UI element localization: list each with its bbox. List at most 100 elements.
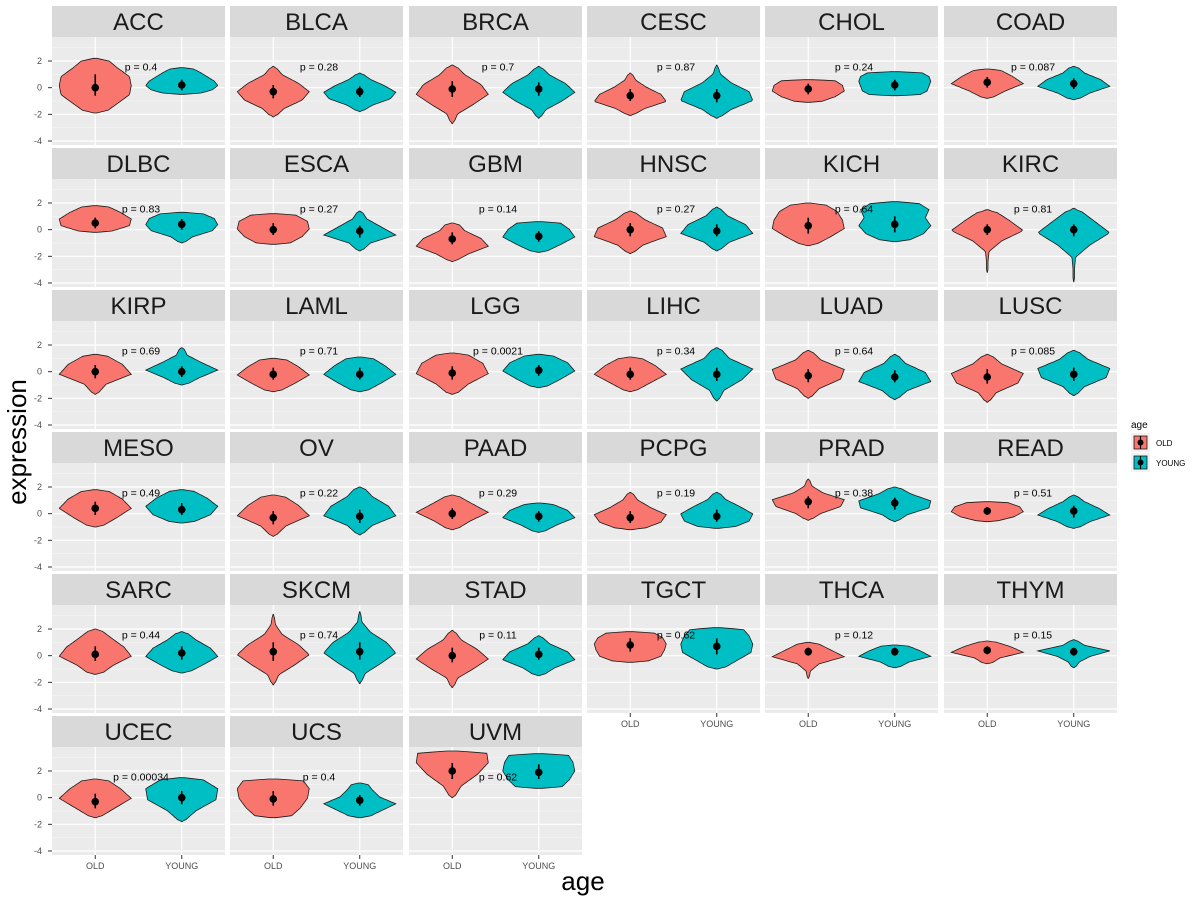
- y-tick-label: -2: [34, 393, 42, 403]
- y-tick-label: 0: [37, 225, 42, 235]
- p-value-label: p = 0.0021: [473, 345, 523, 357]
- median-point-young: [355, 796, 364, 805]
- p-value-label: p = 0.085: [1011, 345, 1055, 357]
- median-point-young: [355, 370, 364, 379]
- facet-strip: [52, 432, 225, 463]
- p-value-label: p = 0.24: [835, 61, 873, 73]
- facet-strip-label: THCA: [819, 577, 884, 604]
- median-point-old: [983, 225, 992, 234]
- facet-strip-label: UCS: [291, 719, 342, 746]
- p-value-label: p = 0.62: [657, 629, 695, 641]
- facet-strip-label: KICH: [823, 151, 880, 178]
- facet-strip: [944, 574, 1117, 605]
- facet-strip: [409, 6, 582, 37]
- facet-panel-lusc: LUSC p = 0.085: [944, 290, 1117, 429]
- facet-panel-sarc: SARC -4 -2 0 2 p = 0.44: [34, 574, 225, 714]
- facet-panel-pcpg: PCPG p = 0.19: [587, 432, 760, 571]
- facet-panel-laml: LAML p = 0.71: [230, 290, 403, 429]
- median-point-old: [448, 509, 457, 518]
- facet-strip: [52, 290, 225, 321]
- y-tick-label: 0: [37, 367, 42, 377]
- x-tick-label: YOUNG: [165, 861, 198, 871]
- legend-label-young: YOUNG: [1156, 459, 1185, 468]
- p-value-label: p = 0.64: [835, 203, 873, 215]
- facet-panel-lihc: LIHC p = 0.34: [587, 290, 760, 429]
- median-point-old: [269, 225, 278, 234]
- median-point-young: [534, 232, 543, 241]
- median-point-old: [983, 373, 992, 381]
- facet-panel-brca: BRCA p = 0.7: [409, 6, 582, 145]
- facet-strip-label: UCEC: [104, 719, 172, 746]
- median-point-young: [355, 647, 364, 656]
- p-value-label: p = 0.087: [1011, 61, 1055, 73]
- facet-strip: [587, 574, 760, 605]
- p-value-label: p = 0.87: [657, 61, 695, 73]
- facet-strip-label: TGCT: [641, 577, 707, 604]
- y-tick-label: -4: [34, 278, 42, 288]
- median-point-young: [1069, 507, 1078, 515]
- facet-panel-ov: OV p = 0.22: [230, 432, 403, 571]
- x-tick-label: YOUNG: [878, 719, 911, 729]
- facet-strip-label: LIHC: [646, 293, 701, 320]
- y-tick-label: -2: [34, 677, 42, 687]
- median-point-old: [269, 513, 278, 522]
- facet-panel-tgct: TGCT p = 0.62: [587, 574, 760, 713]
- median-point-old: [448, 767, 457, 775]
- legend-key-point: [1137, 459, 1144, 466]
- x-tick-label: YOUNG: [522, 861, 555, 871]
- facet-strip-label: ESCA: [284, 151, 349, 178]
- median-point-young: [1069, 79, 1078, 88]
- x-tick-label: YOUNG: [343, 861, 376, 871]
- y-tick-label: 2: [37, 198, 42, 208]
- median-point-young: [1069, 647, 1078, 656]
- median-point-young: [355, 227, 364, 235]
- median-point-young: [177, 81, 186, 89]
- p-value-label: p = 0.83: [122, 203, 160, 215]
- median-point-young: [712, 642, 721, 651]
- p-value-label: p = 0.27: [300, 203, 338, 215]
- facet-panel-kich: KICH p = 0.64: [765, 148, 938, 287]
- p-value-label: p = 0.69: [122, 345, 160, 357]
- facet-strip-label: LAML: [285, 293, 348, 320]
- facet-strip-label: THYM: [997, 577, 1065, 604]
- p-value-label: p = 0.49: [122, 487, 160, 499]
- y-tick-label: -2: [34, 819, 42, 829]
- facet-strip-label: KIRC: [1002, 151, 1059, 178]
- p-value-label: p = 0.38: [835, 487, 873, 499]
- median-point-young: [177, 649, 186, 657]
- y-tick-label: -4: [34, 846, 42, 856]
- median-point-young: [534, 85, 543, 93]
- y-tick-label: 2: [37, 482, 42, 492]
- median-point-young: [355, 512, 364, 521]
- facet-panel-chol: CHOL p = 0.24: [765, 6, 938, 145]
- facet-strip-label: OV: [299, 435, 334, 462]
- x-tick-label: OLD: [86, 861, 105, 871]
- facet-strip: [944, 432, 1117, 463]
- facet-panel-stad: STAD p = 0.11: [409, 574, 582, 713]
- panel-background: [765, 463, 938, 571]
- panel-background: [944, 605, 1117, 713]
- median-point-young: [177, 793, 186, 802]
- x-tick-label: OLD: [264, 861, 283, 871]
- p-value-label: p = 0.71: [300, 345, 338, 357]
- median-point-young: [890, 647, 899, 656]
- p-value-label: p = 0.14: [479, 203, 517, 215]
- median-point-old: [983, 646, 992, 655]
- violin-old: [771, 641, 846, 679]
- facet-strip: [944, 148, 1117, 179]
- facet-panel-cesc: CESC p = 0.87: [587, 6, 760, 145]
- facet-strip: [765, 148, 938, 179]
- x-tick-label: OLD: [621, 719, 640, 729]
- x-axis-title: age: [561, 866, 604, 896]
- facet-panel-coad: COAD p = 0.087: [944, 6, 1117, 145]
- y-tick-label: 0: [37, 793, 42, 803]
- facet-strip-label: HNSC: [639, 151, 707, 178]
- median-point-young: [177, 220, 186, 229]
- facet-strip: [587, 290, 760, 321]
- legend-label-old: OLD: [1156, 439, 1173, 448]
- median-point-old: [983, 78, 992, 87]
- legend-key-point: [1137, 439, 1144, 446]
- y-tick-label: -4: [34, 420, 42, 430]
- median-point-young: [712, 370, 721, 379]
